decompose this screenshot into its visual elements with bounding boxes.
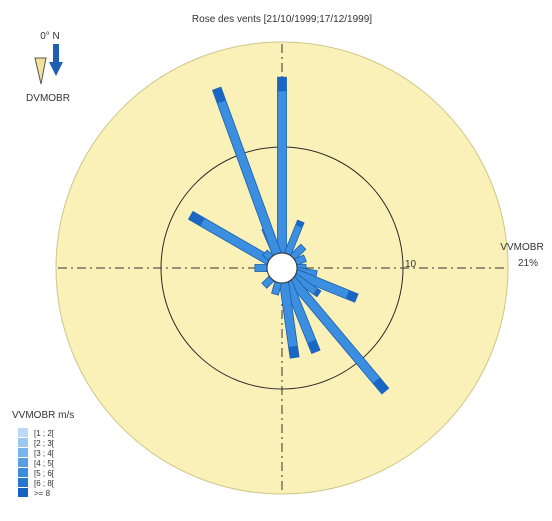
radial-variable-label: VVMOBR xyxy=(500,242,543,253)
ring-value-label: 10 xyxy=(405,259,417,270)
petal-group xyxy=(187,76,390,395)
legend-label: [1 ; 2[ xyxy=(34,429,55,438)
legend-swatch xyxy=(18,468,28,477)
legend-swatch xyxy=(18,428,28,437)
petal-tip xyxy=(288,345,300,359)
petal-tip xyxy=(372,377,389,394)
petal-tip xyxy=(188,211,205,226)
legend-label: >= 8 xyxy=(34,489,51,498)
petal-tip xyxy=(345,290,359,303)
legend-swatch xyxy=(18,438,28,447)
legend-items: [1 ; 2[[2 ; 3[[3 ; 4[[4 ; 5[[5 ; 6[[6 ; … xyxy=(18,428,55,498)
petal-tip xyxy=(277,77,287,92)
legend-swatch xyxy=(18,458,28,467)
petal-tip xyxy=(295,220,305,228)
legend-swatch xyxy=(18,478,28,487)
legend-label: [6 ; 8[ xyxy=(34,479,55,488)
legend-title: VVMOBR m/s xyxy=(12,410,74,421)
direction-arrow-icon xyxy=(49,62,63,76)
north-arrow-icon xyxy=(34,57,47,85)
max-percent-label: 21% xyxy=(518,258,538,269)
chart-title: Rose des vents [21/10/1999;17/12/1999] xyxy=(192,14,372,25)
petal-tip xyxy=(313,288,321,297)
north-indicator: 0° N DVMOBR xyxy=(26,31,70,104)
petal-bar xyxy=(277,76,287,254)
legend-swatch xyxy=(18,448,28,457)
speed-legend: VVMOBR m/s [1 ; 2[[2 ; 3[[3 ; 4[[4 ; 5[[… xyxy=(12,410,74,498)
petal-tip xyxy=(212,87,226,104)
legend-swatch xyxy=(18,488,28,497)
petal-bar xyxy=(254,264,268,272)
legend-label: [4 ; 5[ xyxy=(34,459,55,468)
direction-variable-label: DVMOBR xyxy=(26,93,70,104)
legend-label: [3 ; 4[ xyxy=(34,449,55,458)
legend-label: [2 ; 3[ xyxy=(34,439,55,448)
direction-arrow-shaft xyxy=(53,44,59,64)
petal-tip xyxy=(307,339,321,354)
calm-circle xyxy=(266,252,298,284)
north-label: 0° N xyxy=(40,31,60,42)
legend-label: [5 ; 6[ xyxy=(34,469,55,478)
